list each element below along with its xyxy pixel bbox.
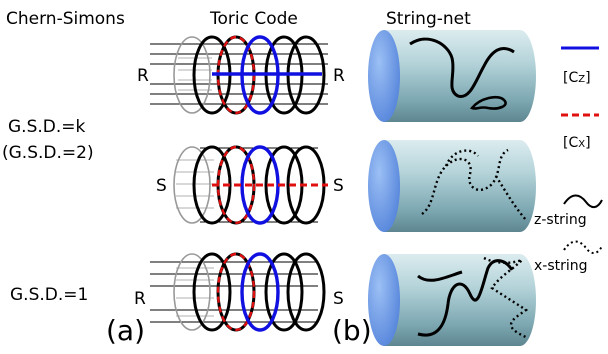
legend-cz-label: [CZ]	[563, 70, 591, 86]
gsd-one-label: G.S.D.=1	[10, 285, 88, 305]
boundary-bottom-right: S	[333, 289, 344, 309]
boundary-middle-right: S	[333, 176, 344, 196]
boundary-middle-left: S	[156, 176, 167, 196]
header-toric-code: Toric Code	[209, 9, 298, 29]
header-string-net: String-net	[386, 9, 471, 29]
gsd-two-label: (G.S.D.=2)	[2, 143, 94, 163]
stringnet-cylinder-bottom	[368, 254, 536, 346]
stringnet-cylinder-middle	[368, 140, 536, 232]
z-string-loop-top	[469, 95, 507, 110]
toric-cylinder-bottom: R S	[134, 252, 344, 332]
x-string-path-middle	[421, 148, 509, 215]
z-string-path-top	[409, 37, 515, 98]
x-string-path-bottom	[483, 256, 529, 340]
legend: [CZ] [CX] z-string x-string	[534, 46, 603, 274]
panel-label-a: (a)	[106, 314, 145, 347]
legend-z-string-swatch	[563, 194, 603, 208]
header-chern-simons: Chern-Simons	[6, 9, 125, 29]
toric-cylinder-middle: S S	[156, 145, 344, 225]
toric-cylinder-top: R R	[137, 35, 345, 115]
boundary-top-left: R	[137, 66, 149, 86]
boundary-top-right: R	[333, 66, 345, 86]
legend-x-string-label: x-string	[534, 258, 588, 274]
boundary-bottom-left: R	[134, 289, 146, 309]
stringnet-cylinder-top	[368, 30, 536, 122]
legend-z-string-label: z-string	[534, 212, 587, 228]
panel-label-b: (b)	[332, 314, 372, 347]
legend-cx-label: [CX]	[563, 135, 591, 151]
legend-x-string-swatch	[563, 240, 603, 254]
gsd-k-label: G.S.D.=k	[8, 117, 86, 137]
